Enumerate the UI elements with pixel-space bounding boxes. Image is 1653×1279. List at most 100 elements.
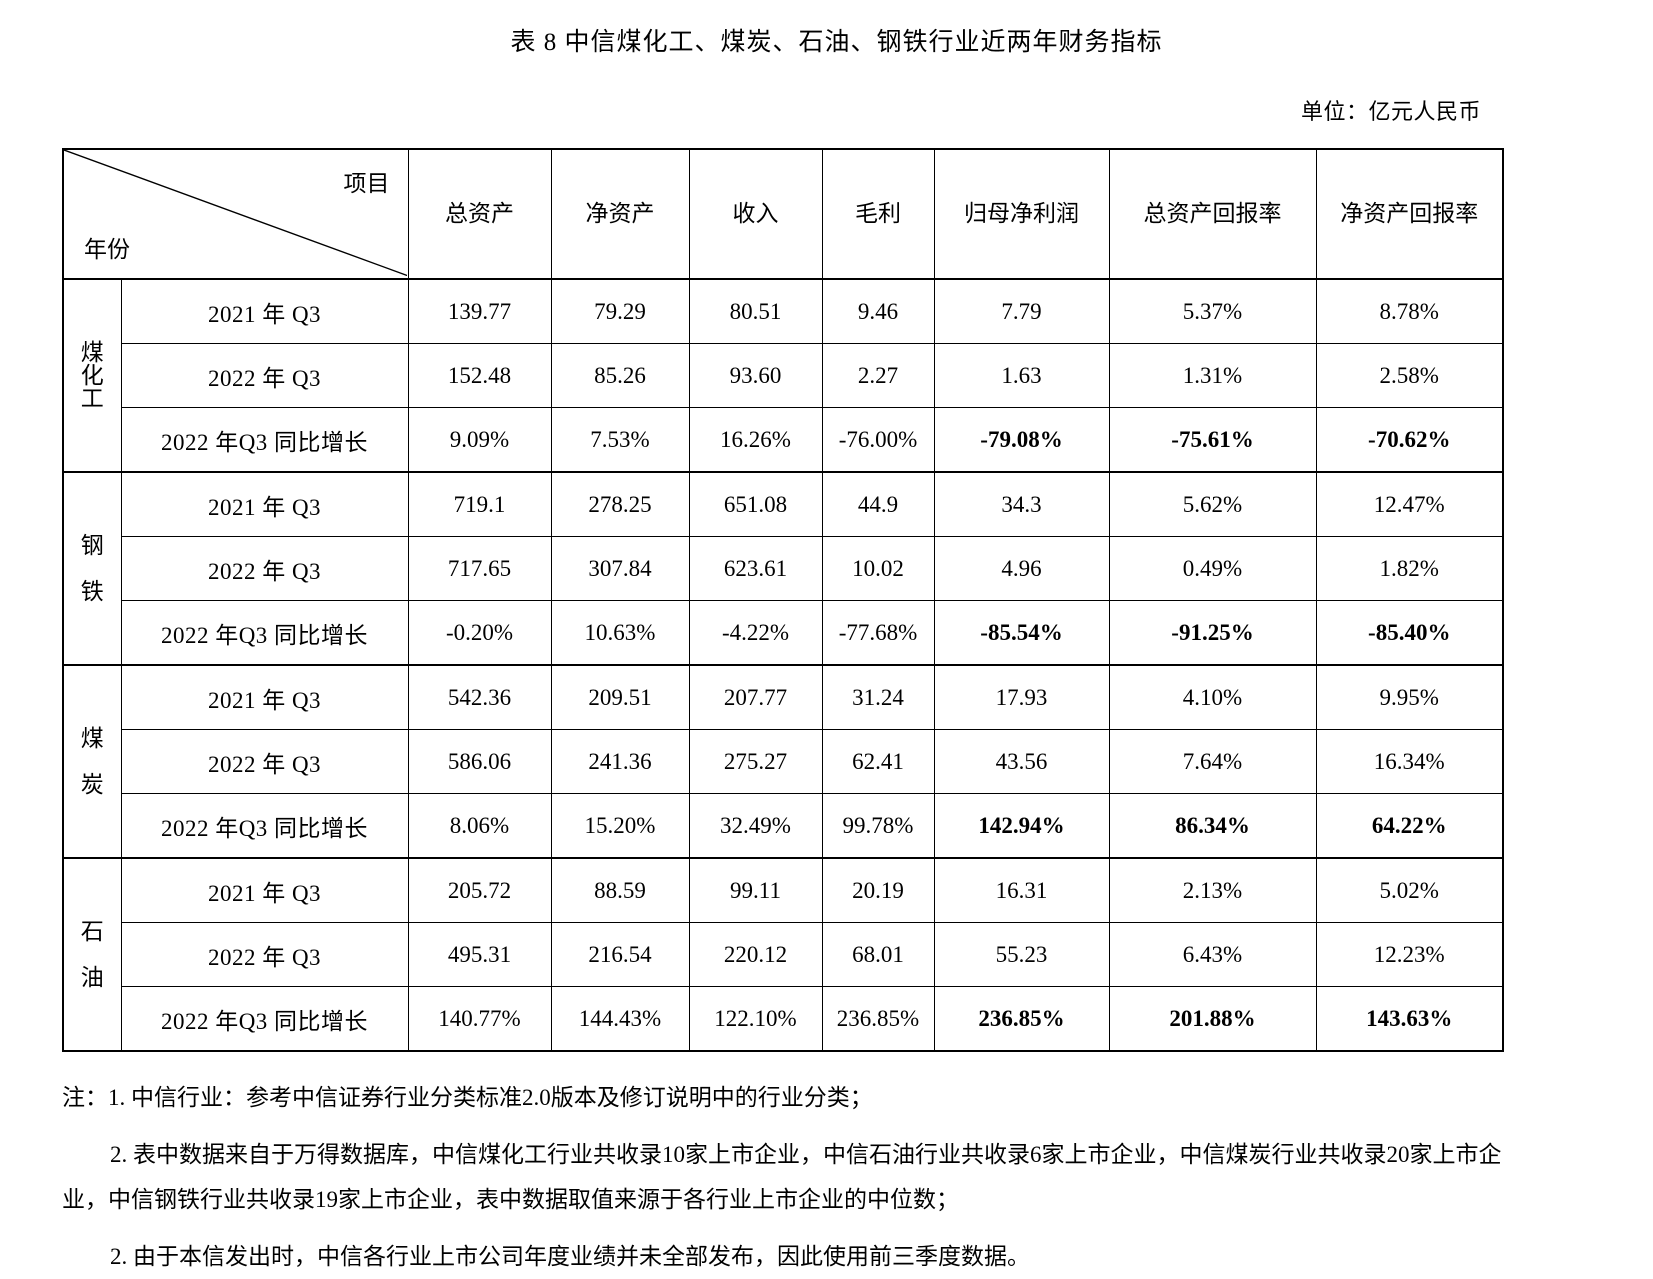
- cell-value: 62.41: [821, 729, 935, 794]
- table-row: 2022 年 Q3 717.65 307.84 623.61 10.02 4.96 0.49…: [63, 536, 1504, 601]
- cell-value: 1.82%: [1315, 536, 1504, 601]
- industry-char: 油: [80, 965, 104, 990]
- period-label: 2022 年 Q3: [120, 343, 409, 408]
- table-row: 2022 年 Q3 586.06 241.36 275.27 62.41 43.56 7.6…: [63, 729, 1504, 794]
- note-paragraph-3: 2. 由于本信发出时，中信各行业上市公司年度业绩并未全部发布，因此使用前三季度数…: [110, 1243, 1030, 1269]
- table-row: 2022 年Q3 同比增长 140.77% 144.43% 122.10% 236.85…: [63, 986, 1504, 1052]
- cell-value: 16.31: [933, 857, 1110, 923]
- industry-char: 工: [80, 386, 104, 411]
- cell-value: 43.56: [933, 729, 1110, 794]
- cell-value: -70.62%: [1315, 407, 1504, 473]
- cell-value: 86.34%: [1108, 793, 1317, 859]
- table-row: 2022 年 Q3 152.48 85.26 93.60 2.27 1.63 1.31% 2.…: [63, 343, 1504, 408]
- cell-value: 143.63%: [1315, 986, 1504, 1052]
- corner-header-cell: 项目 年份: [62, 148, 409, 280]
- cell-value: 4.96: [933, 536, 1110, 601]
- table-notes: 注：1. 中信行业：参考中信证券行业分类标准2.0版本及修订说明中的行业分类； 2…: [62, 1076, 1522, 1279]
- cell-value: 4.10%: [1108, 664, 1317, 730]
- industry-label-0: 煤化工: [62, 278, 122, 473]
- cell-value: 7.53%: [550, 407, 690, 473]
- cell-value: 12.47%: [1315, 471, 1504, 537]
- period-label: 2022 年Q3 同比增长: [120, 986, 409, 1052]
- cell-value: 32.49%: [688, 793, 823, 859]
- industry-char: [89, 750, 95, 773]
- period-label: 2022 年 Q3: [120, 922, 409, 987]
- cell-value: 542.36: [407, 664, 552, 730]
- table-row: 煤化工 2021 年 Q3 139.77 79.29 80.51 9.46 7.79 5.37…: [62, 278, 1504, 473]
- cell-value: -76.00%: [821, 407, 935, 473]
- cell-value: 85.26: [550, 343, 690, 408]
- table-row: 2022 年Q3 同比增长 8.06% 15.20% 32.49% 99.78% 142.…: [63, 793, 1504, 859]
- cell-value: 7.79: [933, 278, 1110, 344]
- column-header-revenue: 收入: [688, 148, 823, 280]
- cell-value: 10.02: [821, 536, 935, 601]
- table-row: 2022 年Q3 同比增长 -0.20% 10.63% -4.22% -77.68% -8…: [63, 600, 1504, 666]
- cell-value: 5.62%: [1108, 471, 1317, 537]
- period-label: 2021 年 Q3: [120, 664, 409, 730]
- cell-value: 5.37%: [1108, 278, 1317, 344]
- table-body: 煤化工 2021 年 Q3 139.77 79.29 80.51 9.46 7.79 5.37…: [62, 278, 1504, 1052]
- cell-value: 12.23%: [1315, 922, 1504, 987]
- column-header-roa: 总资产回报率: [1108, 148, 1317, 280]
- cell-value: 15.20%: [550, 793, 690, 859]
- cell-value: 8.06%: [407, 793, 552, 859]
- cell-value: 307.84: [550, 536, 690, 601]
- cell-value: 9.46: [821, 278, 935, 344]
- cell-value: 140.77%: [407, 986, 552, 1052]
- industry-char: 煤: [80, 726, 104, 751]
- cell-value: 586.06: [407, 729, 552, 794]
- cell-value: 495.31: [407, 922, 552, 987]
- industry-char: [89, 943, 95, 966]
- page-title: 表 8 中信煤化工、煤炭、石油、钢铁行业近两年财务指标: [510, 29, 1163, 56]
- column-header-roe: 净资产回报率: [1315, 148, 1504, 280]
- cell-value: 142.94%: [933, 793, 1110, 859]
- corner-year-label: 年份: [84, 237, 130, 262]
- cell-value: 34.3: [933, 471, 1110, 537]
- cell-value: 216.54: [550, 922, 690, 987]
- cell-value: 719.1: [407, 471, 552, 537]
- period-label: 2021 年 Q3: [120, 471, 409, 537]
- period-label: 2022 年Q3 同比增长: [120, 793, 409, 859]
- table-row: 钢 铁 2021 年 Q3 719.1 278.25 651.08 44.9 34.3 5.6…: [62, 471, 1504, 666]
- cell-value: -0.20%: [407, 600, 552, 666]
- cell-value: 6.43%: [1108, 922, 1317, 987]
- cell-value: 236.85%: [933, 986, 1110, 1052]
- cell-value: 5.02%: [1315, 857, 1504, 923]
- cell-value: 16.34%: [1315, 729, 1504, 794]
- cell-value: 241.36: [550, 729, 690, 794]
- table-row: 煤 炭 2021 年 Q3 542.36 209.51 207.77 31.24 17.93…: [62, 664, 1504, 859]
- cell-value: 236.85%: [821, 986, 935, 1052]
- unit-note: 单位：亿元人民币: [1300, 99, 1481, 124]
- industry-label-3: 石 油: [62, 857, 122, 1052]
- cell-value: 99.11: [688, 857, 823, 923]
- period-label: 2021 年 Q3: [120, 857, 409, 923]
- cell-value: 64.22%: [1315, 793, 1504, 859]
- cell-value: 1.63: [933, 343, 1110, 408]
- cell-value: 2.58%: [1315, 343, 1504, 408]
- table-row: 2022 年Q3 同比增长 9.09% 7.53% 16.26% -76.00% -79.…: [63, 407, 1504, 473]
- cell-value: 80.51: [688, 278, 823, 344]
- cell-value: -77.68%: [821, 600, 935, 666]
- cell-value: 275.27: [688, 729, 823, 794]
- cell-value: 0.49%: [1108, 536, 1317, 601]
- cell-value: 44.9: [821, 471, 935, 537]
- cell-value: 152.48: [407, 343, 552, 408]
- table-row: 石 油 2021 年 Q3 205.72 88.59 99.11 20.19 16.31 2.…: [62, 857, 1504, 1052]
- cell-value: 55.23: [933, 922, 1110, 987]
- cell-value: 79.29: [550, 278, 690, 344]
- cell-value: 220.12: [688, 922, 823, 987]
- cell-value: 139.77: [407, 278, 552, 344]
- note-paragraph-1: 注：1. 中信行业：参考中信证券行业分类标准2.0版本及修订说明中的行业分类；: [62, 1085, 873, 1110]
- cell-value: 2.13%: [1108, 857, 1317, 923]
- cell-value: 10.63%: [550, 600, 690, 666]
- cell-value: 31.24: [821, 664, 935, 730]
- industry-label-1: 钢 铁: [62, 471, 122, 666]
- industry-label-2: 煤 炭: [62, 664, 122, 859]
- cell-value: 623.61: [688, 536, 823, 601]
- cell-value: 2.27: [821, 343, 935, 408]
- industry-char: 煤: [80, 340, 104, 365]
- cell-value: 209.51: [550, 664, 690, 730]
- industry-char: [89, 557, 95, 580]
- table-header: 项目 年份 总资产 净资产 收入 毛利 归母净利润 总资产回报率 净资产回报率: [62, 148, 1504, 280]
- cell-value: -4.22%: [688, 600, 823, 666]
